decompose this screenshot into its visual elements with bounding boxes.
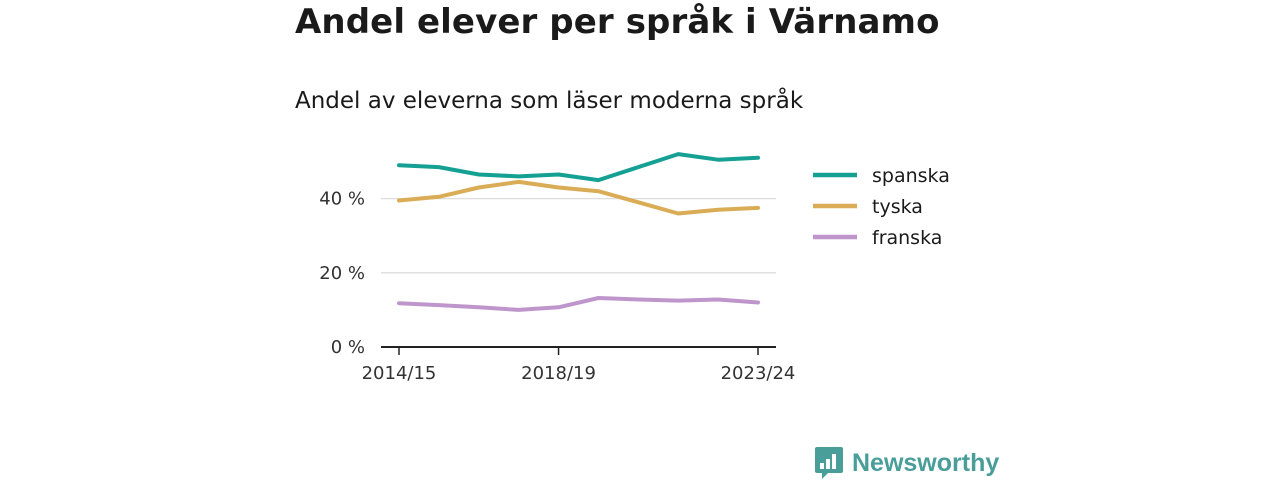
legend-label-tyska: tyska: [872, 196, 923, 218]
legend-label-spanska: spanska: [872, 165, 950, 187]
axes: 0 % 20 % 40 % 2014/15 2018/19 2023/24: [319, 189, 795, 384]
brand-logo: Newsworthy: [814, 445, 999, 481]
brand-name: Newsworthy: [852, 448, 1000, 477]
x-tick-label: 2023/24: [721, 363, 796, 384]
chart-subtitle: Andel av eleverna som läser moderna språ…: [295, 88, 804, 114]
y-tick-label: 0 %: [331, 337, 365, 358]
gridlines: [381, 197, 776, 274]
legend-label-franska: franska: [872, 227, 942, 249]
newsworthy-logo-icon: [815, 447, 843, 479]
x-tick-label: 2018/19: [521, 363, 596, 384]
series-lines: [397, 152, 760, 312]
chart-title: Andel elever per språk i Värnamo: [295, 2, 940, 42]
x-tick-label: 2014/15: [362, 363, 437, 384]
y-tick-label: 40 %: [319, 189, 365, 210]
series-line-spanska: [397, 152, 760, 183]
series-line-franska: [397, 296, 760, 312]
legend: spanska tyska franska: [813, 165, 950, 249]
y-tick-label: 20 %: [319, 263, 365, 284]
series-line-tyska: [397, 179, 760, 216]
